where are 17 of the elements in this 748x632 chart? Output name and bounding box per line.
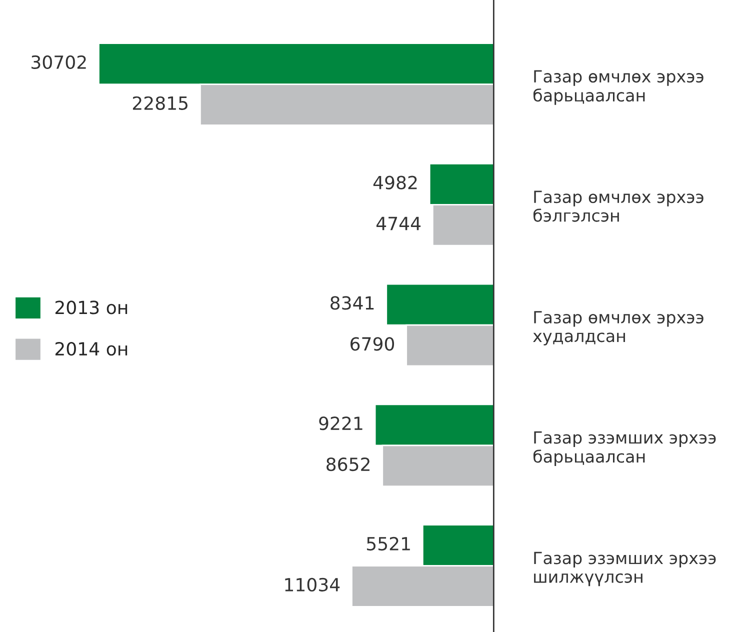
- y-tick-label: Газар өмчлөх эрхээ бэлгэлсэн: [533, 190, 704, 222]
- data-label: 22815: [132, 96, 188, 110]
- data-label: 8652: [326, 457, 370, 472]
- data-label: 30702: [32, 55, 86, 70]
- data-label: 4744: [376, 216, 421, 230]
- y-tick-label: Газар эзэмших эрхээ барьцаалсан: [533, 431, 716, 466]
- legend-label: 2013 он: [55, 300, 128, 314]
- data-label: 4982: [373, 176, 417, 190]
- data-label: 8341: [330, 296, 374, 310]
- data-label: 5521: [366, 536, 410, 551]
- data-label: 9221: [319, 416, 362, 430]
- y-tick-label: Газар өмчлөх эрхээ худалдсан: [533, 311, 704, 346]
- data-label: 11034: [285, 578, 340, 592]
- y-tick-label: Газар эзэмших эрхээ шилжүүлсэн: [534, 552, 716, 586]
- legend-label: 2014 он: [55, 342, 128, 356]
- y-tick-label: Газар өмчлөх эрхээ барьцаалсан: [533, 70, 704, 105]
- data-label: 6790: [350, 337, 394, 351]
